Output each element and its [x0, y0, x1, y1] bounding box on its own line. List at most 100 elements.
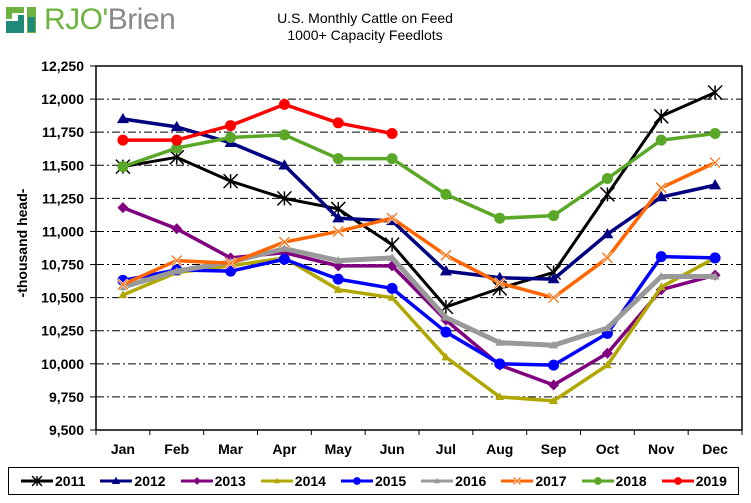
data-point-marker: [387, 293, 397, 301]
series-2018: [117, 128, 721, 224]
data-point-marker: [333, 285, 343, 293]
data-point-marker: [171, 142, 183, 154]
data-point-marker: [653, 108, 669, 124]
data-point-marker: [332, 273, 344, 285]
data-point-marker: [601, 252, 614, 264]
legend-label: 2013: [214, 473, 246, 489]
data-point-marker: [225, 131, 237, 143]
data-point-marker: [439, 265, 452, 276]
data-point-marker: [170, 120, 183, 132]
legend-swatch-icon: [21, 475, 54, 487]
legend-label: 2018: [615, 473, 647, 489]
legend-swatch-icon: [421, 477, 454, 484]
logo-text-secondary: Brien: [107, 3, 176, 36]
data-point-marker: [599, 186, 615, 202]
data-point-marker: [547, 291, 560, 304]
data-point-marker: [709, 179, 722, 190]
legend-swatch-icon: [661, 477, 694, 485]
series-line: [122, 102, 393, 142]
data-point-marker: [495, 392, 505, 401]
logo-wordmark: RJO'Brien: [44, 3, 176, 37]
x-tick-label: Dec: [702, 441, 728, 457]
legend-item: 2016: [420, 473, 486, 489]
legend-item: 2011: [20, 473, 85, 489]
y-tick-label: 10,000: [41, 356, 84, 372]
data-point-marker: [710, 271, 720, 280]
data-point-marker: [386, 128, 398, 140]
data-point-marker: [192, 477, 201, 485]
chart-title-block: U.S. Monthly Cattle on Feed 1000+ Capaci…: [180, 10, 550, 44]
data-point-marker: [223, 173, 239, 189]
data-point-marker: [440, 326, 452, 338]
data-point-marker: [224, 257, 237, 270]
data-point-marker: [655, 251, 667, 263]
data-point-marker: [602, 323, 612, 332]
data-point-marker: [549, 396, 559, 405]
data-point-marker: [386, 282, 398, 294]
y-tick-label: 12,000: [41, 91, 84, 107]
data-point-marker: [601, 347, 613, 359]
data-point-marker: [117, 161, 129, 173]
data-point-marker: [387, 253, 397, 262]
legend-label: 2014: [294, 473, 326, 489]
y-tick-label: 10,500: [41, 290, 84, 306]
data-point-marker: [117, 134, 129, 146]
data-point-marker: [333, 256, 343, 264]
legend-item: 2019: [661, 473, 727, 489]
data-point-marker: [112, 476, 121, 484]
data-point-marker: [353, 477, 361, 485]
y-tick-label: 10,750: [41, 257, 84, 273]
series-line: [122, 256, 716, 403]
data-point-marker: [278, 98, 290, 110]
data-point-marker: [655, 134, 667, 146]
legend-swatch-icon: [260, 477, 293, 484]
data-point-marker: [332, 117, 344, 129]
data-point-marker: [512, 476, 522, 486]
legend-swatch-icon: [501, 476, 534, 486]
data-point-marker: [602, 360, 612, 369]
legend-label: 2016: [455, 473, 487, 489]
data-point-marker: [709, 156, 721, 169]
data-point-marker: [601, 173, 613, 185]
x-tick-label: Mar: [218, 441, 243, 457]
x-tick-label: Apr: [272, 441, 297, 457]
data-point-marker: [386, 212, 398, 225]
data-point-marker: [548, 210, 560, 222]
data-point-marker: [386, 153, 398, 165]
data-point-marker: [117, 278, 129, 291]
data-point-marker: [278, 129, 290, 141]
series-2017: [117, 156, 721, 304]
data-point-marker: [440, 188, 452, 200]
data-point-marker: [601, 228, 614, 239]
data-point-marker: [434, 477, 441, 484]
data-point-marker: [441, 312, 451, 321]
data-point-marker: [278, 159, 291, 170]
series-line: [122, 131, 716, 220]
data-point-marker: [171, 223, 183, 235]
data-point-marker: [116, 112, 129, 124]
chart-title: U.S. Monthly Cattle on Feed: [277, 10, 453, 26]
data-point-marker: [171, 134, 183, 146]
brand-logo: RJO'Brien: [4, 3, 176, 39]
data-point-marker: [655, 191, 668, 202]
y-tick-label: 11,250: [42, 190, 84, 206]
data-point-marker: [225, 265, 237, 277]
y-tick-label: 11,000: [42, 223, 84, 239]
legend-label: 2017: [535, 473, 567, 489]
data-point-marker: [332, 153, 344, 165]
series-2011: [115, 84, 723, 315]
x-tick-label: Jan: [111, 441, 135, 457]
data-point-marker: [172, 266, 182, 275]
legend-item: 2015: [340, 473, 406, 489]
data-point-marker: [276, 190, 292, 206]
line-chart: 9,500 9,750 10,000 10,250 10,500 10,750 11,000…: [41, 58, 743, 457]
y-tick-label: 9,500: [49, 422, 84, 438]
x-tick-label: Oct: [596, 441, 620, 457]
legend-swatch-icon: [100, 476, 133, 484]
legend-label: 2019: [695, 473, 727, 489]
data-point-marker: [384, 237, 400, 253]
data-point-marker: [118, 290, 128, 299]
x-tick-label: Nov: [648, 441, 675, 457]
logo-text-primary: RJO': [44, 3, 108, 36]
legend-swatch-icon: [581, 477, 614, 485]
